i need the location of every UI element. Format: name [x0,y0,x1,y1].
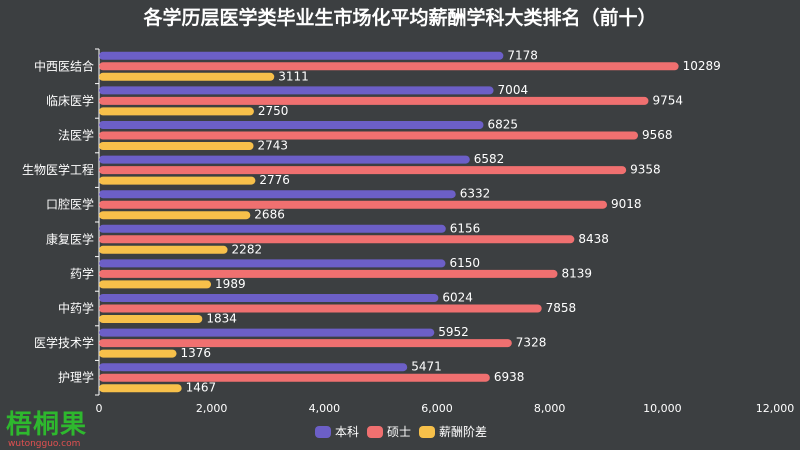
legend-label: 本科 [335,425,359,439]
bar [99,224,446,233]
value-label: 1989 [215,277,246,291]
bar [99,280,212,289]
legend-swatch [367,426,383,438]
bar [99,200,608,209]
value-label: 6938 [494,370,525,384]
bar [99,142,254,150]
category-label: 康复医学 [46,231,94,246]
value-label: 7178 [507,48,538,62]
value-label: 7004 [498,83,529,97]
bar [99,155,470,164]
category-label: 医学技术学 [34,335,94,350]
value-label: 6825 [487,118,518,132]
value-label: 3111 [278,69,309,83]
value-label: 5952 [438,325,469,339]
bar [99,96,649,105]
value-label: 2743 [258,139,289,153]
bar [99,62,679,71]
bar [99,384,182,393]
bar [99,166,627,175]
value-label: 9754 [652,93,683,107]
value-label: 2282 [232,242,263,256]
value-label: 9018 [611,197,642,211]
value-label: 6582 [474,152,505,166]
bar [99,294,439,302]
bar [99,269,558,278]
bar [99,176,256,185]
category-label: 中西医结合 [34,58,94,73]
bar [99,373,490,382]
category-label: 药学 [70,266,94,281]
bar [99,190,456,199]
bar [99,339,512,348]
bar [99,328,435,337]
value-label: 7858 [546,301,577,315]
bar [99,211,251,220]
bar [99,121,484,129]
bar [99,86,494,95]
value-label: 8139 [561,266,592,280]
value-label: 2750 [258,104,289,118]
watermark-logo: 梧桐果 wutongguo.com [6,410,116,450]
bar [99,131,638,140]
x-tick-label: 6,000 [421,402,453,415]
bar [99,72,275,81]
value-label: 6156 [450,221,481,235]
bar [99,304,542,313]
value-label: 6150 [449,256,480,270]
legend-swatch [419,426,435,438]
legend-swatch [315,426,331,438]
bar [99,363,408,372]
x-tick-label: 10,000 [643,402,682,415]
x-tick-label: 4,000 [309,402,341,415]
category-label: 临床医学 [46,93,94,108]
category-label: 生物医学工程 [22,162,94,177]
watermark-sub-text: wutongguo.com [8,439,81,449]
bar [99,51,504,60]
legend-label: 硕士 [387,425,411,439]
watermark-main-text: 梧桐果 [6,410,88,440]
bar [99,107,254,116]
value-label: 1376 [181,346,212,360]
value-label: 9568 [642,128,673,142]
value-label: 6024 [442,291,473,305]
category-label: 护理学 [58,370,94,385]
x-tick-label: 12,000 [756,402,795,415]
value-label: 1834 [206,312,237,326]
value-label: 2686 [254,208,285,222]
category-label: 中药学 [58,301,94,316]
bar [99,235,575,244]
category-label: 法医学 [58,128,94,143]
value-label: 10289 [683,59,721,73]
bar [99,259,446,268]
value-label: 1467 [186,381,217,395]
value-label: 7328 [516,336,547,350]
x-tick-label: 0 [96,402,103,415]
value-label: 5471 [411,360,442,374]
legend-label: 薪酬阶差 [439,425,487,439]
bar [99,245,228,254]
chart-title: 各学历层医学类毕业生市场化平均薪酬学科大类排名（前十） [142,6,656,29]
value-label: 6332 [460,187,491,201]
value-label: 9358 [630,163,661,177]
bar [99,315,203,323]
bar [99,349,177,358]
category-label: 口腔医学 [46,197,94,212]
value-label: 8438 [578,232,609,246]
x-tick-label: 8,000 [534,402,566,415]
x-tick-label: 2,000 [196,402,228,415]
value-label: 2776 [259,173,290,187]
